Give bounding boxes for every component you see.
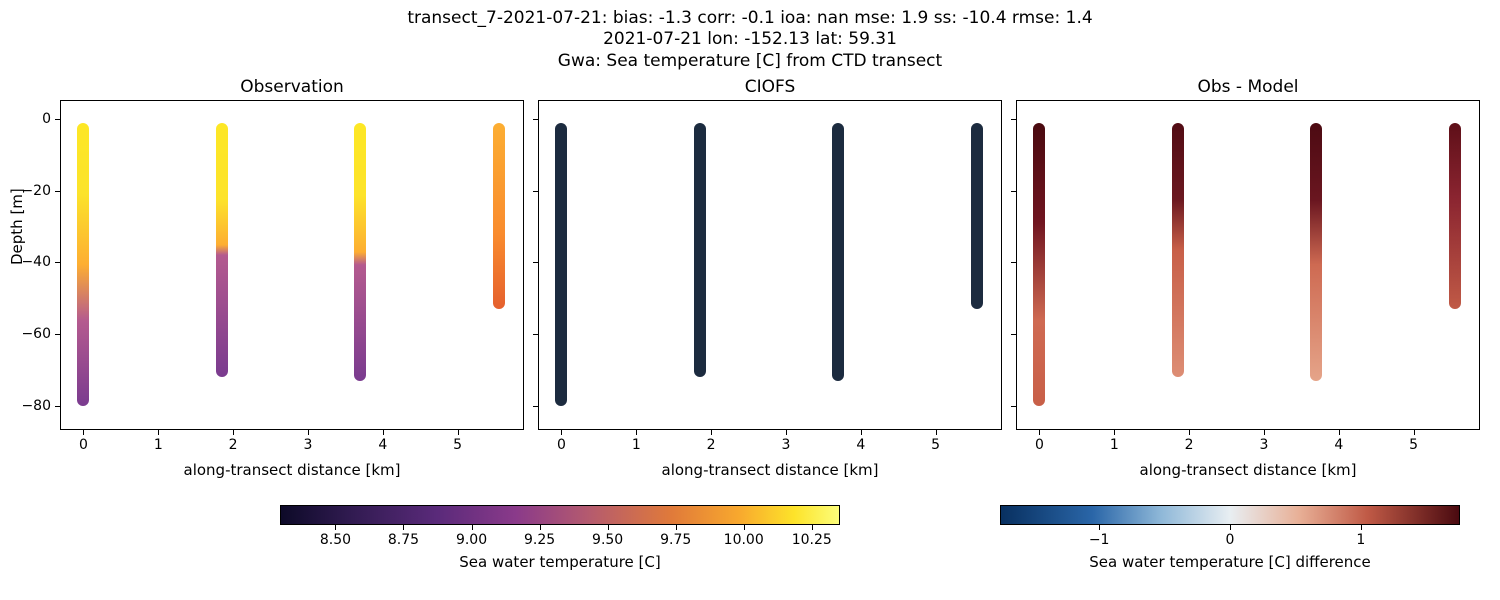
profile xyxy=(555,123,567,406)
title-line-1: transect_7-2021-07-21: bias: -1.3 corr: … xyxy=(0,8,1500,29)
xtick-label: 4 xyxy=(378,429,387,453)
cbar-tick-label: 9.25 xyxy=(524,524,555,548)
xtick-label: 2 xyxy=(707,429,716,453)
panels-row: Observation0−20−40−60−80012345along-tran… xyxy=(60,100,1480,430)
xtick-label: 0 xyxy=(557,429,566,453)
xtick-label: 3 xyxy=(781,429,790,453)
profile xyxy=(971,123,983,310)
profile xyxy=(1033,123,1045,406)
colorbar-main-label: Sea water temperature [C] xyxy=(280,553,840,571)
ytick-label: 0 xyxy=(42,111,61,127)
profile xyxy=(354,123,366,381)
xtick-label: 1 xyxy=(632,429,641,453)
cbar-tick-label: 10.25 xyxy=(792,524,832,548)
cbar-tick-label: −1 xyxy=(1089,524,1110,548)
xtick-label: 2 xyxy=(229,429,238,453)
figure: transect_7-2021-07-21: bias: -1.3 corr: … xyxy=(0,0,1500,600)
profile xyxy=(216,123,228,378)
xtick-label: 0 xyxy=(1035,429,1044,453)
profile xyxy=(1172,123,1184,378)
profile xyxy=(77,123,89,406)
x-axis-label: along-transect distance [km] xyxy=(1017,461,1479,479)
panel-title: CIOFS xyxy=(539,77,1001,97)
profile xyxy=(1449,123,1461,310)
xtick-label: 3 xyxy=(1259,429,1268,453)
profile xyxy=(1310,123,1322,381)
xtick-label: 1 xyxy=(154,429,163,453)
xtick-label: 0 xyxy=(79,429,88,453)
x-axis-label: along-transect distance [km] xyxy=(61,461,523,479)
figure-titles: transect_7-2021-07-21: bias: -1.3 corr: … xyxy=(0,0,1500,72)
xtick-label: 5 xyxy=(1409,429,1418,453)
colorbar-main: 8.508.759.009.259.509.7510.0010.25 Sea w… xyxy=(280,505,840,571)
cbar-tick-label: 8.50 xyxy=(320,524,351,548)
profile xyxy=(832,123,844,381)
cbar-tick-label: 1 xyxy=(1356,524,1365,548)
cbar-tick-label: 9.50 xyxy=(592,524,623,548)
cbar-tick-label: 0 xyxy=(1226,524,1235,548)
xtick-label: 5 xyxy=(453,429,462,453)
title-line-3: Gwa: Sea temperature [C] from CTD transe… xyxy=(0,51,1500,72)
cbar-tick-label: 9.00 xyxy=(456,524,487,548)
xtick-label: 5 xyxy=(931,429,940,453)
xtick-label: 3 xyxy=(303,429,312,453)
xtick-label: 1 xyxy=(1110,429,1119,453)
cbar-tick-label: 10.00 xyxy=(724,524,764,548)
panel-1: CIOFS012345along-transect distance [km] xyxy=(538,100,1002,430)
ytick-label: −80 xyxy=(21,398,61,414)
panel-title: Obs - Model xyxy=(1017,77,1479,97)
ytick-label: −40 xyxy=(21,254,61,270)
xtick-label: 2 xyxy=(1185,429,1194,453)
xtick-label: 4 xyxy=(856,429,865,453)
panel-0: Observation0−20−40−60−80012345along-tran… xyxy=(60,100,524,430)
panel-title: Observation xyxy=(61,77,523,97)
cbar-tick-label: 8.75 xyxy=(388,524,419,548)
x-axis-label: along-transect distance [km] xyxy=(539,461,1001,479)
colorbar-diff: −101 Sea water temperature [C] differenc… xyxy=(1000,505,1460,571)
colorbars: 8.508.759.009.259.509.7510.0010.25 Sea w… xyxy=(0,505,1500,585)
colorbar-diff-label: Sea water temperature [C] difference xyxy=(1000,553,1460,571)
cbar-tick-label: 9.75 xyxy=(660,524,691,548)
xtick-label: 4 xyxy=(1334,429,1343,453)
ytick-label: −60 xyxy=(21,326,61,342)
colorbar-diff-bar: −101 xyxy=(1000,505,1460,525)
profile xyxy=(694,123,706,378)
profile xyxy=(493,123,505,310)
ytick-label: −20 xyxy=(21,183,61,199)
title-line-2: 2021-07-21 lon: -152.13 lat: 59.31 xyxy=(0,29,1500,50)
colorbar-main-bar: 8.508.759.009.259.509.7510.0010.25 xyxy=(280,505,840,525)
panel-2: Obs - Model012345along-transect distance… xyxy=(1016,100,1480,430)
